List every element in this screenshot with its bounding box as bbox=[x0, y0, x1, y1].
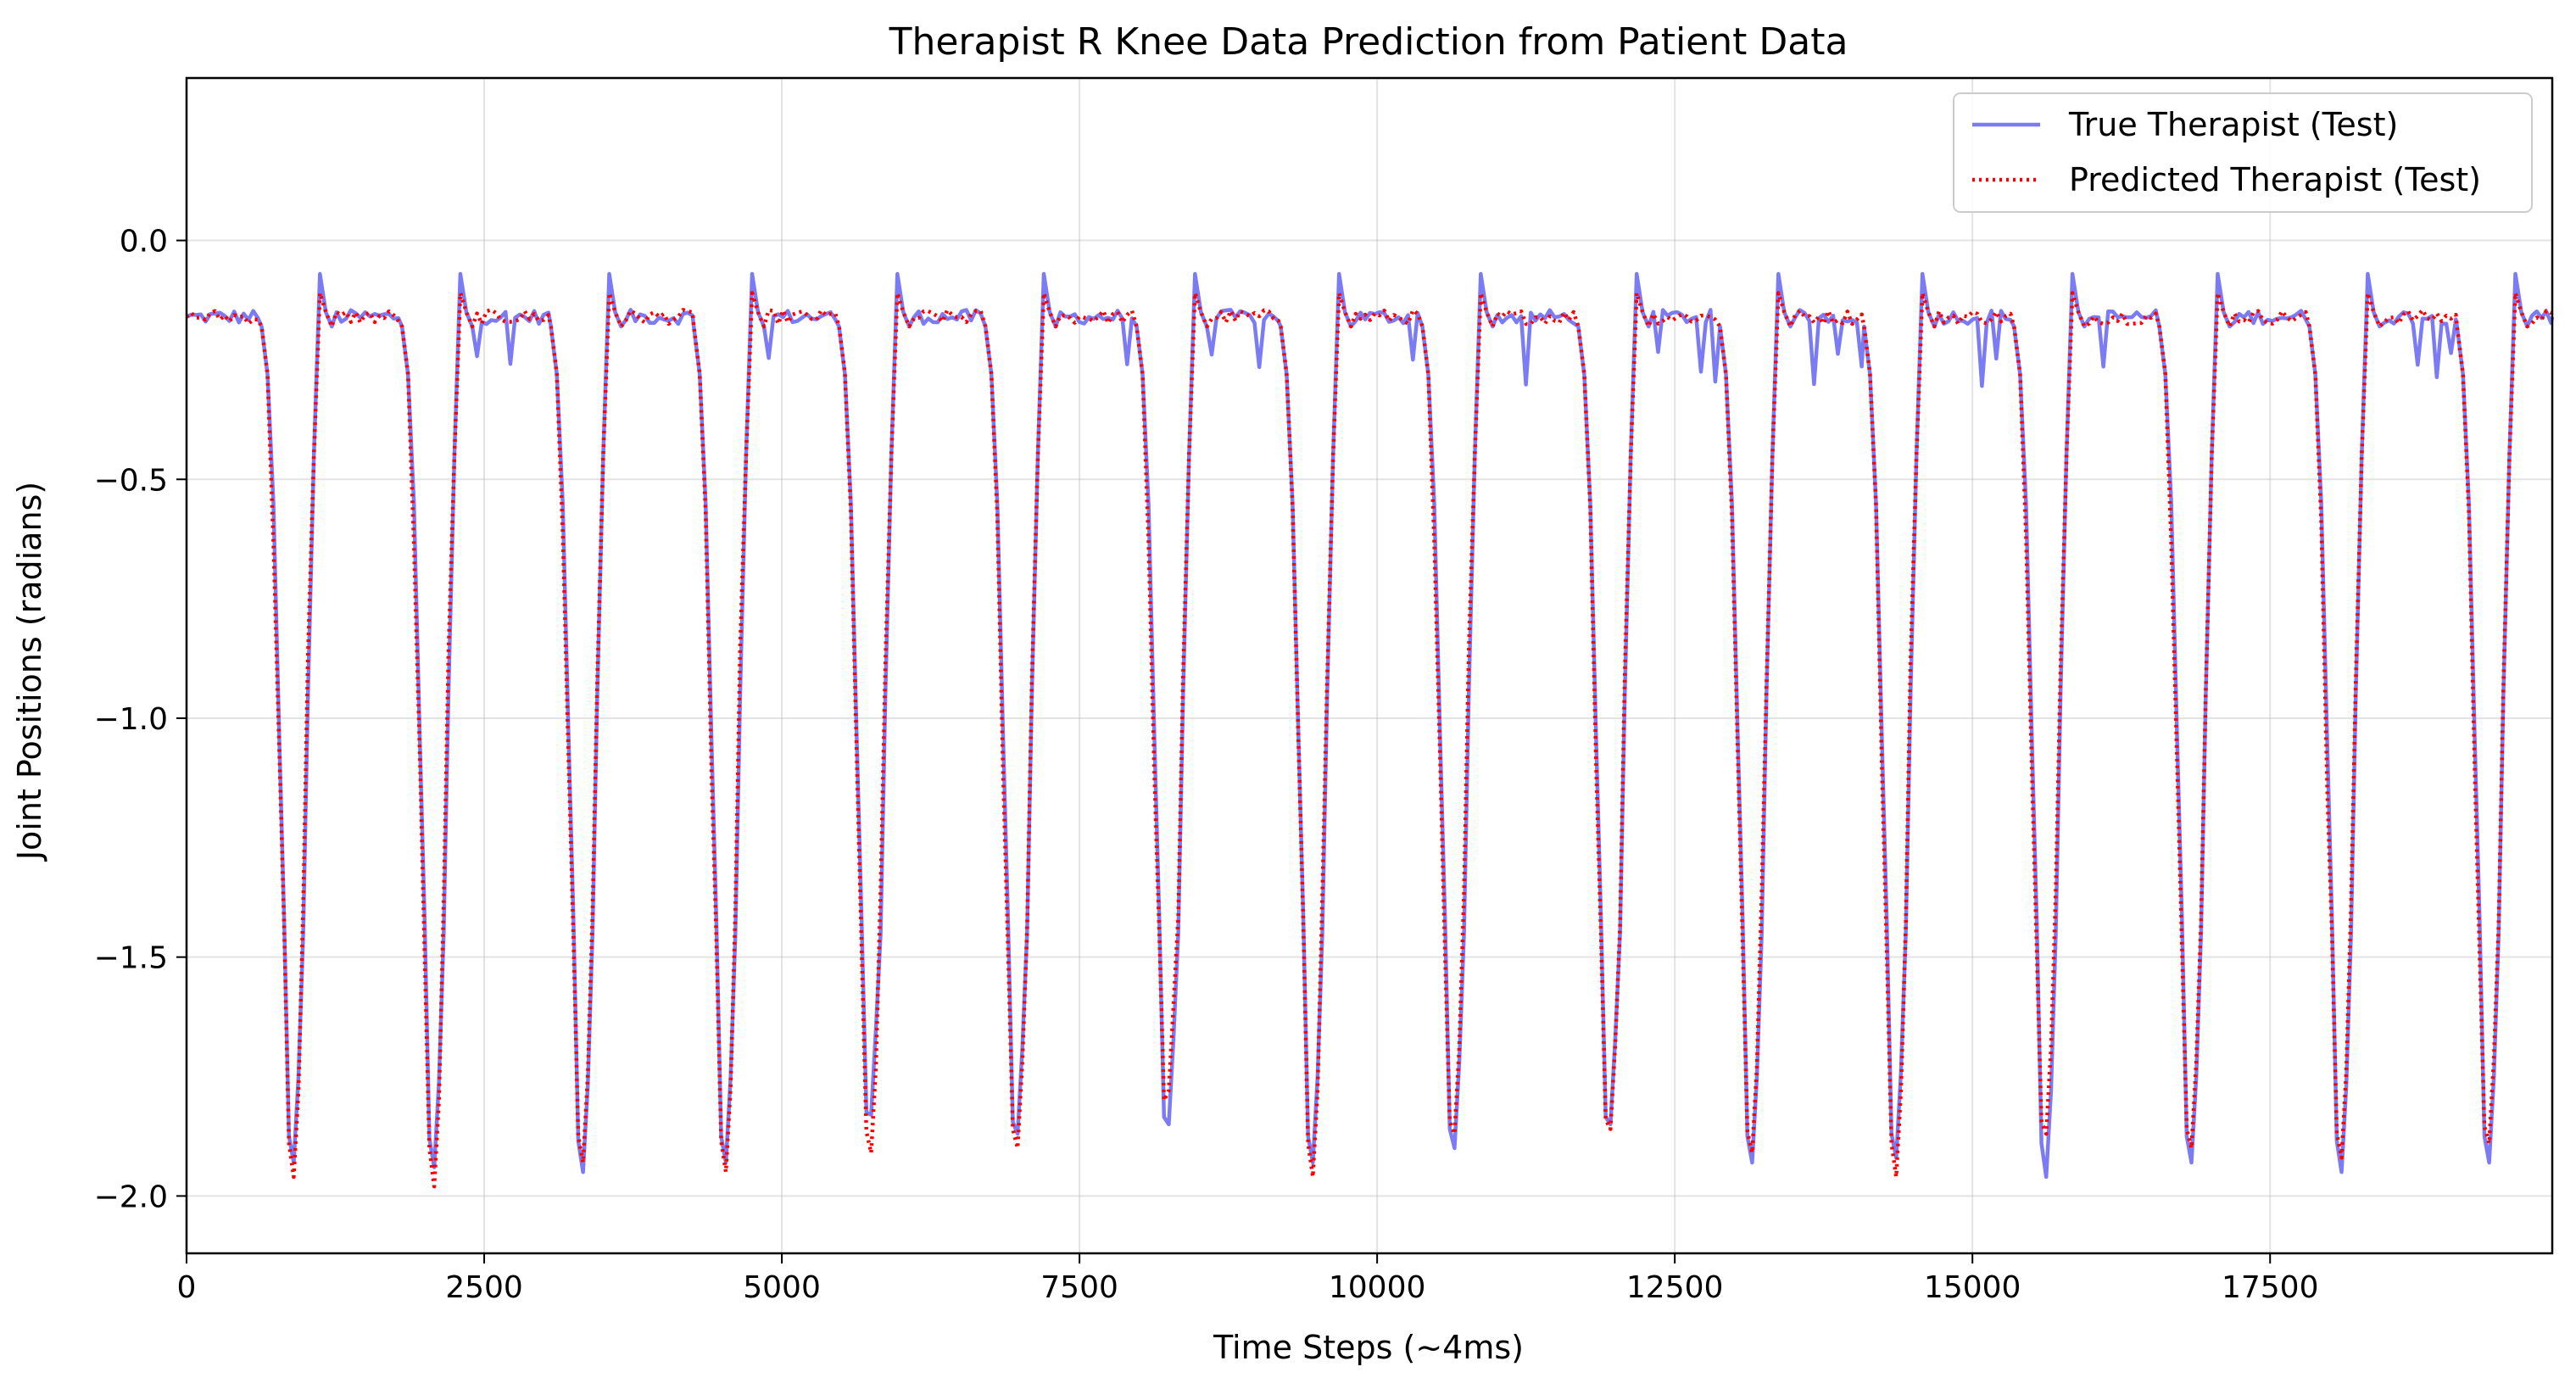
y-tick-label: 0.0 bbox=[120, 225, 168, 259]
legend-label-predicted-therapist: Predicted Therapist (Test) bbox=[2069, 161, 2481, 198]
x-tick-label: 17500 bbox=[2222, 1270, 2319, 1305]
x-tick-label: 0 bbox=[177, 1270, 197, 1305]
grid-lines bbox=[186, 78, 2552, 1253]
x-tick-label: 2500 bbox=[445, 1270, 523, 1305]
x-tick-label: 10000 bbox=[1329, 1270, 1426, 1305]
x-tick-label: 15000 bbox=[1924, 1270, 2021, 1305]
x-tick-label: 7500 bbox=[1040, 1270, 1118, 1305]
x-axis-label: Time Steps (~4ms) bbox=[1213, 1329, 1524, 1366]
y-tick-label: −1.5 bbox=[94, 941, 168, 976]
y-tick-label: −2.0 bbox=[94, 1180, 168, 1214]
chart-legend: True Therapist (Test) Predicted Therapis… bbox=[1953, 92, 2533, 213]
series-line-predicted-therapist bbox=[185, 291, 2555, 1189]
y-tick-label: −1.0 bbox=[94, 702, 168, 737]
x-tick-label: 5000 bbox=[743, 1270, 821, 1305]
y-axis-label: Joint Positions (radians) bbox=[11, 482, 48, 862]
legend-box bbox=[1953, 92, 2533, 213]
x-tick-label: 12500 bbox=[1626, 1270, 1724, 1305]
plot-frame bbox=[185, 76, 2554, 1255]
legend-label-true-therapist: True Therapist (Test) bbox=[2068, 106, 2398, 143]
series-layer bbox=[185, 271, 2555, 1189]
y-tick-label: −0.5 bbox=[94, 463, 168, 498]
chart-title: Therapist R Knee Data Prediction from Pa… bbox=[889, 20, 1848, 64]
axis-ticks: 0 2500 5000 7500 10000 12500 15000 17500 0.0 −0.5… bbox=[94, 225, 2319, 1305]
